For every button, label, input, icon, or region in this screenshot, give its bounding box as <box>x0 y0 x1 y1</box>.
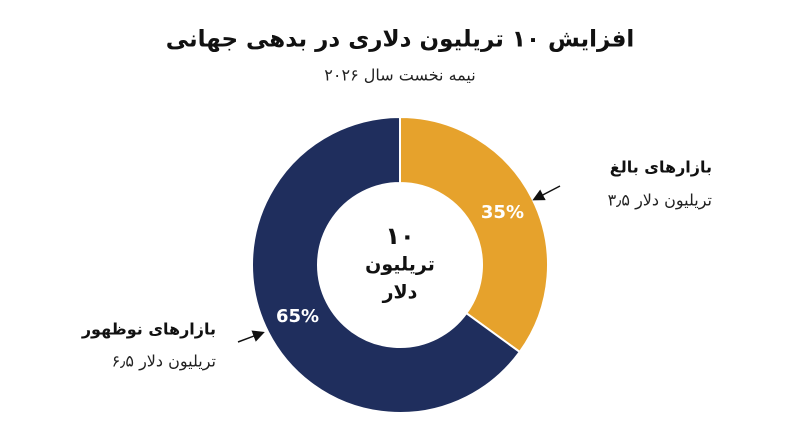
slice <box>251 115 522 414</box>
slice <box>399 115 549 354</box>
category-label: بازارهای بالغ <box>610 158 712 177</box>
category-label: بازارهای نوظهور <box>81 320 216 339</box>
center-label: ۱۰ <box>385 222 414 250</box>
value-label: 65% <box>276 306 319 327</box>
chart-title: افزایش ۱۰ تریلیون دلاری در بدهی جهانی <box>166 27 635 53</box>
annotation: ۳٫۵ تریلیون دلار <box>608 191 712 211</box>
chart-subtitle: نیمه نخست سال ۲۰۲۶ <box>324 66 475 85</box>
center-label: تریلیون <box>365 254 435 276</box>
annotation: ۶٫۵ تریلیون دلار <box>112 352 216 372</box>
arrow <box>237 330 265 343</box>
center-label: دلار <box>382 282 418 304</box>
arrow <box>532 185 561 201</box>
value-label: 35% <box>481 202 524 223</box>
